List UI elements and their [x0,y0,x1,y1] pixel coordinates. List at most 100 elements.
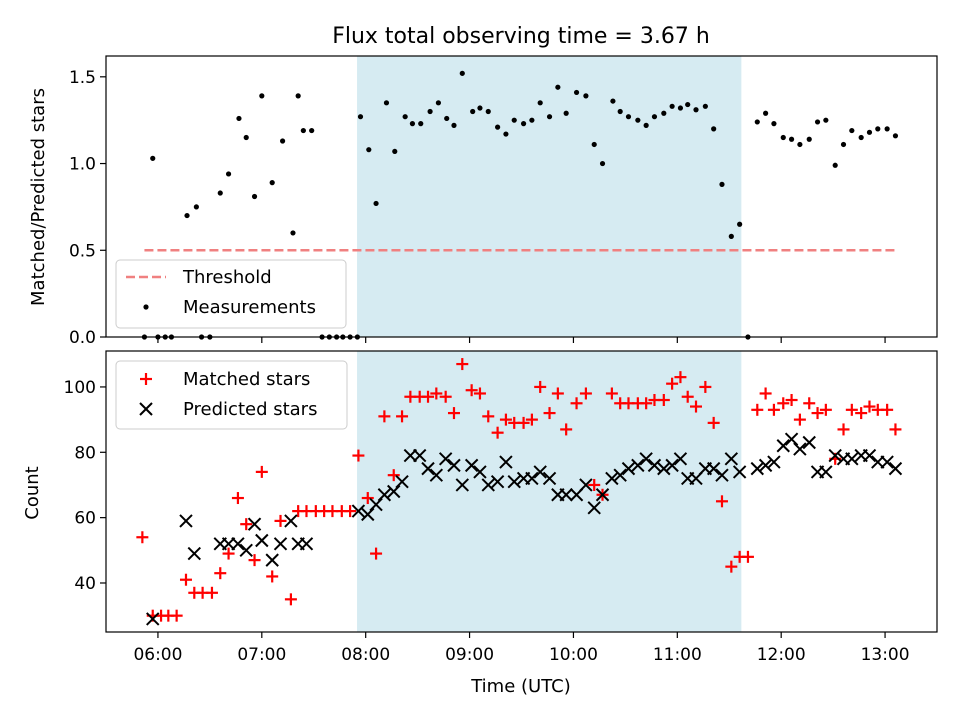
bottom-legend-label-matched: Matched stars [183,369,310,390]
measurement-point [251,193,258,200]
measurement-point [150,155,156,161]
measurement-point [599,160,606,167]
matched-stars-point [136,531,149,544]
predicted-stars-point [429,468,444,482]
measurement-point [373,200,379,207]
measurement-point [402,114,408,120]
x-tick-label: 09:00 [445,645,494,665]
matched-stars-point [465,384,478,397]
predicted-stars-point [361,507,375,522]
matched-stars-point [819,403,832,416]
matched-stars-point [793,413,806,426]
predicted-stars-point [421,461,435,476]
matched-stars-point [370,547,383,560]
matched-stars-point [666,377,679,390]
matched-stars-point [863,400,876,413]
predicted-stars-point [579,478,593,492]
predicted-stars-point [880,455,894,469]
predicted-stars-point [179,514,193,528]
measurement-point [495,124,501,130]
measurement-point [366,147,372,153]
predicted-stars-point [631,458,645,473]
matched-stars-point [837,423,850,436]
measurement-point [702,103,708,109]
measurement-point [573,89,580,96]
predicted-stars-point [784,432,799,446]
measurement-point [617,108,623,115]
measurement-point [259,93,265,99]
measurement-point [279,138,286,144]
measurement-point [858,134,864,141]
matched-stars-point [741,550,754,563]
measurement-point [892,133,899,139]
measurement-point [669,103,675,109]
measurement-point [849,127,855,134]
measurement-point [477,105,483,111]
measurement-point [610,98,616,104]
matched-stars-point [422,390,435,403]
predicted-stars-point [605,471,619,486]
measurement-point [711,126,717,132]
matched-stars-point [715,495,728,508]
predicted-stars-point [284,514,298,528]
measurement-point [563,110,569,116]
measurement-point [661,110,667,116]
y-tick-label: 1.0 [69,155,96,175]
measurement-point [451,122,457,128]
top-plot-shaded-span [357,56,742,337]
predicted-stars-point [621,461,636,476]
measurement-point [357,114,364,120]
predicted-stars-point [351,504,366,518]
measurement-point [583,93,589,99]
matched-stars-point [482,410,495,423]
matched-stars-point [785,394,798,407]
matched-stars-point [266,570,279,583]
y-tick-label: 100 [64,378,96,398]
matched-stars-point [248,554,261,567]
predicted-stars-point [447,458,461,473]
matched-stars-point [881,403,894,416]
x-tick-label: 07:00 [237,645,286,665]
matched-stars-point [179,573,192,586]
predicted-stars-point [724,452,739,466]
predicted-stars-point [299,537,314,551]
predicted-stars-point [657,461,671,476]
bottom-legend-label-predicted: Predicted stars [183,399,317,420]
matched-stars-point [605,387,618,400]
top-legend-label-measurements: Measurements [183,297,316,318]
predicted-stars-point [455,478,469,492]
predicted-stars-point [490,474,505,489]
measurement-point [290,230,296,236]
matched-stars-point [759,387,772,400]
chart-title: Flux total observing time = 3.67 h [332,24,710,49]
measurement-point [693,107,699,113]
measurement-point [193,204,199,210]
measurement-point [884,126,890,132]
bottom-panel: 40 60 80 100 06:00 07:00 08:00 09:00 10:00 11:00… [22,350,938,697]
predicted-stars-point [499,455,513,469]
x-axis-label: Time (UTC) [470,676,571,697]
bottom-y-axis-label: Count [22,466,43,519]
measurement-point [719,181,725,187]
bottom-plot-frame [105,350,938,633]
matched-stars-point [534,380,547,393]
measurement-point [643,122,649,128]
predicted-stars-point [767,455,781,469]
measurement-point [677,105,684,111]
predicted-stars-point [888,461,903,476]
bottom-y-ticks: 40 60 80 100 [64,378,106,594]
matched-stars-point [560,423,573,436]
matched-stars-point [456,358,469,371]
measurement-point [537,100,543,106]
matched-stars-point [378,410,391,423]
predicted-stars-point [187,546,202,561]
measurement-point [503,131,509,137]
top-legend: Threshold Measurements [115,259,347,329]
matched-stars-point [767,403,780,416]
y-tick-label: 0.5 [69,241,96,261]
matched-stars-point [274,514,287,527]
predicted-stars-point [587,501,601,515]
matched-stars-point [699,380,712,393]
matched-stars-point [231,492,244,505]
